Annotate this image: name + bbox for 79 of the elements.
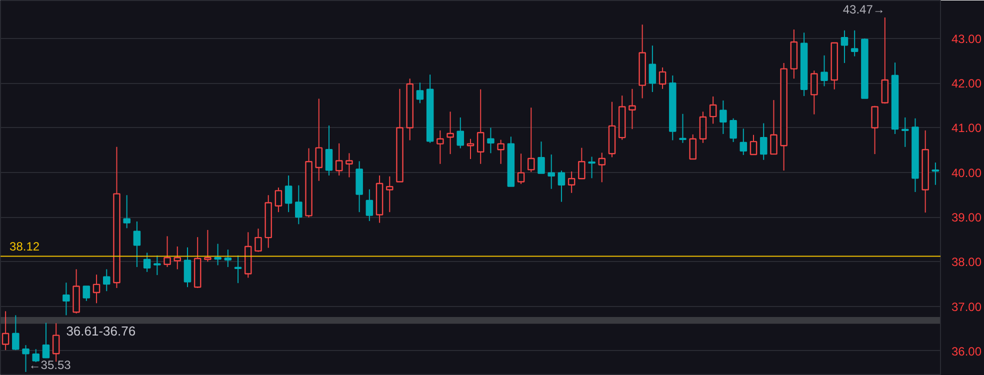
annotation: ←35.53 xyxy=(28,358,72,372)
candlestick xyxy=(760,122,768,160)
candlestick xyxy=(648,45,656,93)
candlestick xyxy=(102,268,110,292)
candlestick xyxy=(12,314,20,351)
candlestick xyxy=(750,134,758,156)
candlestick xyxy=(446,111,454,155)
candlestick xyxy=(820,54,828,87)
candlestick xyxy=(234,254,242,284)
candlestick xyxy=(871,105,878,155)
y-tick-label: 43.00 xyxy=(952,32,982,46)
candlestick xyxy=(315,98,323,182)
y-tick-label: 38.00 xyxy=(952,255,982,270)
candlestick xyxy=(436,130,444,164)
y-tick-label: 40.00 xyxy=(952,166,982,180)
candlestick xyxy=(254,228,262,252)
candlestick xyxy=(720,100,727,134)
candlestick xyxy=(689,134,696,160)
y-tick-label: 37.00 xyxy=(952,300,982,314)
candlestick xyxy=(92,274,100,304)
annotation: 43.47→ xyxy=(842,2,885,16)
candlestick xyxy=(214,243,222,266)
candlestick xyxy=(154,254,161,276)
candlestick xyxy=(22,344,30,372)
candlestick xyxy=(568,170,576,194)
candlestick xyxy=(204,229,212,262)
candlestick xyxy=(42,322,50,359)
candlestick xyxy=(164,236,171,268)
candlestick xyxy=(325,125,333,176)
candlestick xyxy=(850,30,858,57)
candlestick xyxy=(932,162,940,186)
candlestick xyxy=(699,111,707,144)
candlestick xyxy=(588,156,596,179)
candlestick xyxy=(184,246,192,288)
candlestick xyxy=(538,141,545,174)
candlestick xyxy=(558,170,566,202)
candlestick xyxy=(82,286,90,302)
candlestick xyxy=(386,176,394,213)
candlestick xyxy=(517,153,525,184)
candlestick xyxy=(466,138,474,160)
candlestick xyxy=(487,127,494,154)
candlestick xyxy=(901,116,909,148)
candlestick xyxy=(628,88,636,130)
candlestick xyxy=(770,100,778,156)
candlestick xyxy=(295,184,302,225)
y-tick-label: 36.00 xyxy=(952,344,982,358)
candlestick xyxy=(346,152,353,178)
candlestick xyxy=(679,113,686,144)
candlestick xyxy=(497,139,504,164)
candlestick xyxy=(578,147,586,180)
candlestick xyxy=(274,187,282,213)
candlestick xyxy=(123,194,130,229)
candlestick xyxy=(528,107,535,172)
candlestick xyxy=(52,322,60,362)
candlestick xyxy=(284,175,292,213)
candlestick xyxy=(366,188,374,222)
candlestick xyxy=(740,128,748,156)
candlestick xyxy=(143,252,151,272)
candlestick xyxy=(476,88,484,164)
ref-line-label: 38.12 xyxy=(10,239,40,254)
candlestick xyxy=(598,152,606,183)
candlestick xyxy=(881,16,889,104)
candlestick xyxy=(224,249,232,268)
candlestick xyxy=(810,70,818,115)
y-tick-label: 42.00 xyxy=(952,76,982,91)
candlestick xyxy=(658,66,666,90)
candlestick xyxy=(730,118,737,143)
y-tick-label: 39.00 xyxy=(952,210,982,225)
candlestick xyxy=(335,142,343,176)
candlestick xyxy=(709,96,717,124)
candlestick xyxy=(840,30,848,64)
candlestick xyxy=(548,154,555,190)
candlestick xyxy=(62,282,70,316)
y-tick-label: 41.00 xyxy=(952,121,982,136)
candlestick xyxy=(174,246,182,270)
band-label: 36.61-36.76 xyxy=(66,324,136,339)
candlestick xyxy=(456,116,464,149)
candlestick xyxy=(133,220,141,268)
candlestick xyxy=(416,82,424,104)
